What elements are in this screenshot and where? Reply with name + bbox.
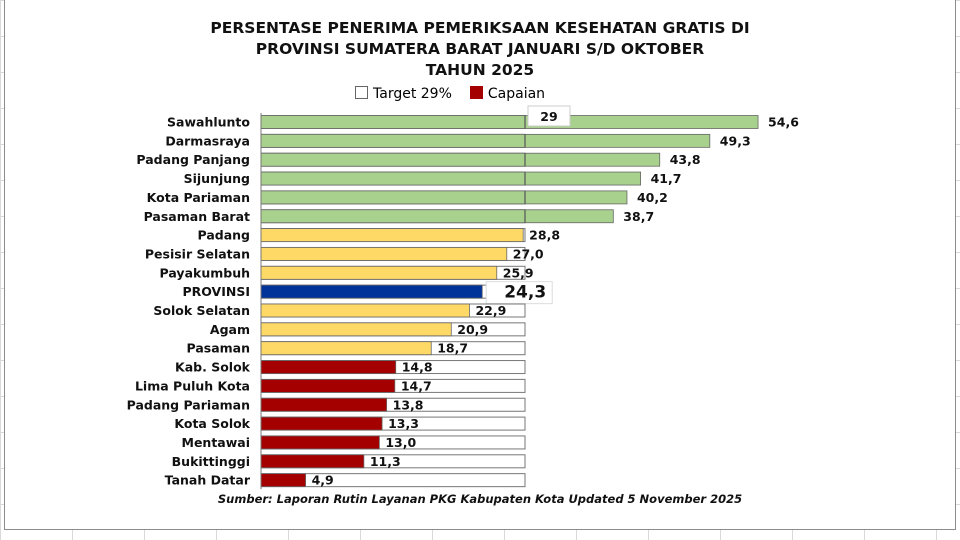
- capaian-bar: [260, 133, 711, 148]
- value-label: 13,0: [385, 435, 416, 450]
- capaian-bar: [260, 152, 661, 167]
- capaian-bar: [260, 265, 498, 280]
- capaian-bar: [260, 435, 380, 450]
- capaian-bar: [260, 247, 508, 261]
- value-label: 41,7: [651, 171, 682, 186]
- value-label: 49,3: [720, 133, 751, 148]
- category-label: Solok Selatan: [153, 303, 250, 318]
- legend-swatch: [355, 86, 368, 99]
- value-label: 11,3: [370, 454, 401, 469]
- title-line: TAHUN 2025: [425, 61, 535, 79]
- capaian-bar: [260, 228, 524, 243]
- capaian-bar: [260, 284, 483, 299]
- value-label: 14,8: [402, 360, 433, 375]
- value-label: 43,8: [670, 152, 701, 167]
- legend-item-capaian: Capaian: [469, 86, 546, 102]
- category-label: Tanah Datar: [165, 473, 251, 488]
- legend-item-target: Target 29%: [355, 86, 452, 102]
- category-label: Pesisir Selatan: [145, 246, 250, 261]
- value-label: 13,8: [393, 397, 424, 412]
- value-label: 54,6: [768, 115, 799, 130]
- target-label: 29: [540, 109, 557, 124]
- value-label: 38,7: [623, 209, 654, 224]
- category-label: Pasaman: [187, 341, 251, 356]
- category-label: Mentawai: [182, 435, 251, 450]
- category-label: PROVINSI: [182, 284, 250, 299]
- category-label: Darmasraya: [165, 133, 250, 148]
- capaian-bar: [260, 209, 614, 224]
- capaian-bar: [260, 454, 365, 469]
- title-line: PROVINSI SUMATERA BARAT JANUARI S/D OKTO…: [255, 40, 705, 58]
- category-label: Bukittinggi: [172, 454, 250, 469]
- value-label: 28,8: [529, 228, 560, 243]
- legend-swatch: [469, 86, 483, 99]
- capaian-bar: [260, 341, 432, 356]
- value-label: 25,9: [503, 265, 534, 280]
- capaian-bar: [260, 378, 396, 393]
- category-label: Kota Pariaman: [147, 190, 250, 205]
- capaian-bar: [260, 115, 759, 129]
- title-line: PERSENTASE PENERIMA PEMERIKSAAN KESEHATA…: [210, 19, 750, 37]
- category-label: Kab. Solok: [175, 360, 251, 375]
- legend: Target 29% Capaian: [355, 86, 545, 102]
- value-label: 22,9: [475, 303, 506, 318]
- category-label: Padang Panjang: [136, 152, 250, 167]
- capaian-bar: [260, 473, 307, 488]
- category-label: Padang Pariaman: [127, 397, 250, 412]
- source-note: Sumber: Laporan Rutin Layanan PKG Kabupa…: [217, 492, 743, 506]
- legend-label: Capaian: [487, 86, 546, 102]
- category-label: Agam: [210, 322, 250, 337]
- capaian-bar: [260, 190, 628, 205]
- capaian-bar: [260, 171, 642, 186]
- chart-title: PERSENTASE PENERIMA PEMERIKSAAN KESEHATA…: [0, 18, 960, 81]
- category-label: Sijunjung: [184, 171, 250, 186]
- category-label: Padang: [198, 228, 251, 243]
- value-label: 14,7: [401, 378, 432, 393]
- category-label: Sawahlunto: [167, 115, 250, 130]
- capaian-bar: [260, 416, 383, 431]
- capaian-bar: [260, 360, 397, 374]
- value-label: 27,0: [513, 246, 544, 261]
- category-label: Kota Solok: [174, 416, 250, 431]
- capaian-bar: [260, 397, 388, 412]
- category-label: Lima Puluh Kota: [135, 378, 250, 393]
- value-label: 40,2: [637, 190, 668, 205]
- category-label: Pasaman Barat: [144, 209, 250, 224]
- target-label-box: [527, 105, 571, 127]
- legend-label: Target 29%: [373, 86, 452, 102]
- value-label: 20,9: [457, 322, 488, 337]
- value-label: 4,9: [312, 473, 334, 488]
- value-label: 24,3: [504, 283, 546, 303]
- value-label: 13,3: [388, 416, 419, 431]
- capaian-bar: [260, 322, 452, 337]
- capaian-bar: [260, 303, 470, 318]
- category-label: Payakumbuh: [160, 265, 250, 280]
- value-label: 18,7: [437, 341, 468, 356]
